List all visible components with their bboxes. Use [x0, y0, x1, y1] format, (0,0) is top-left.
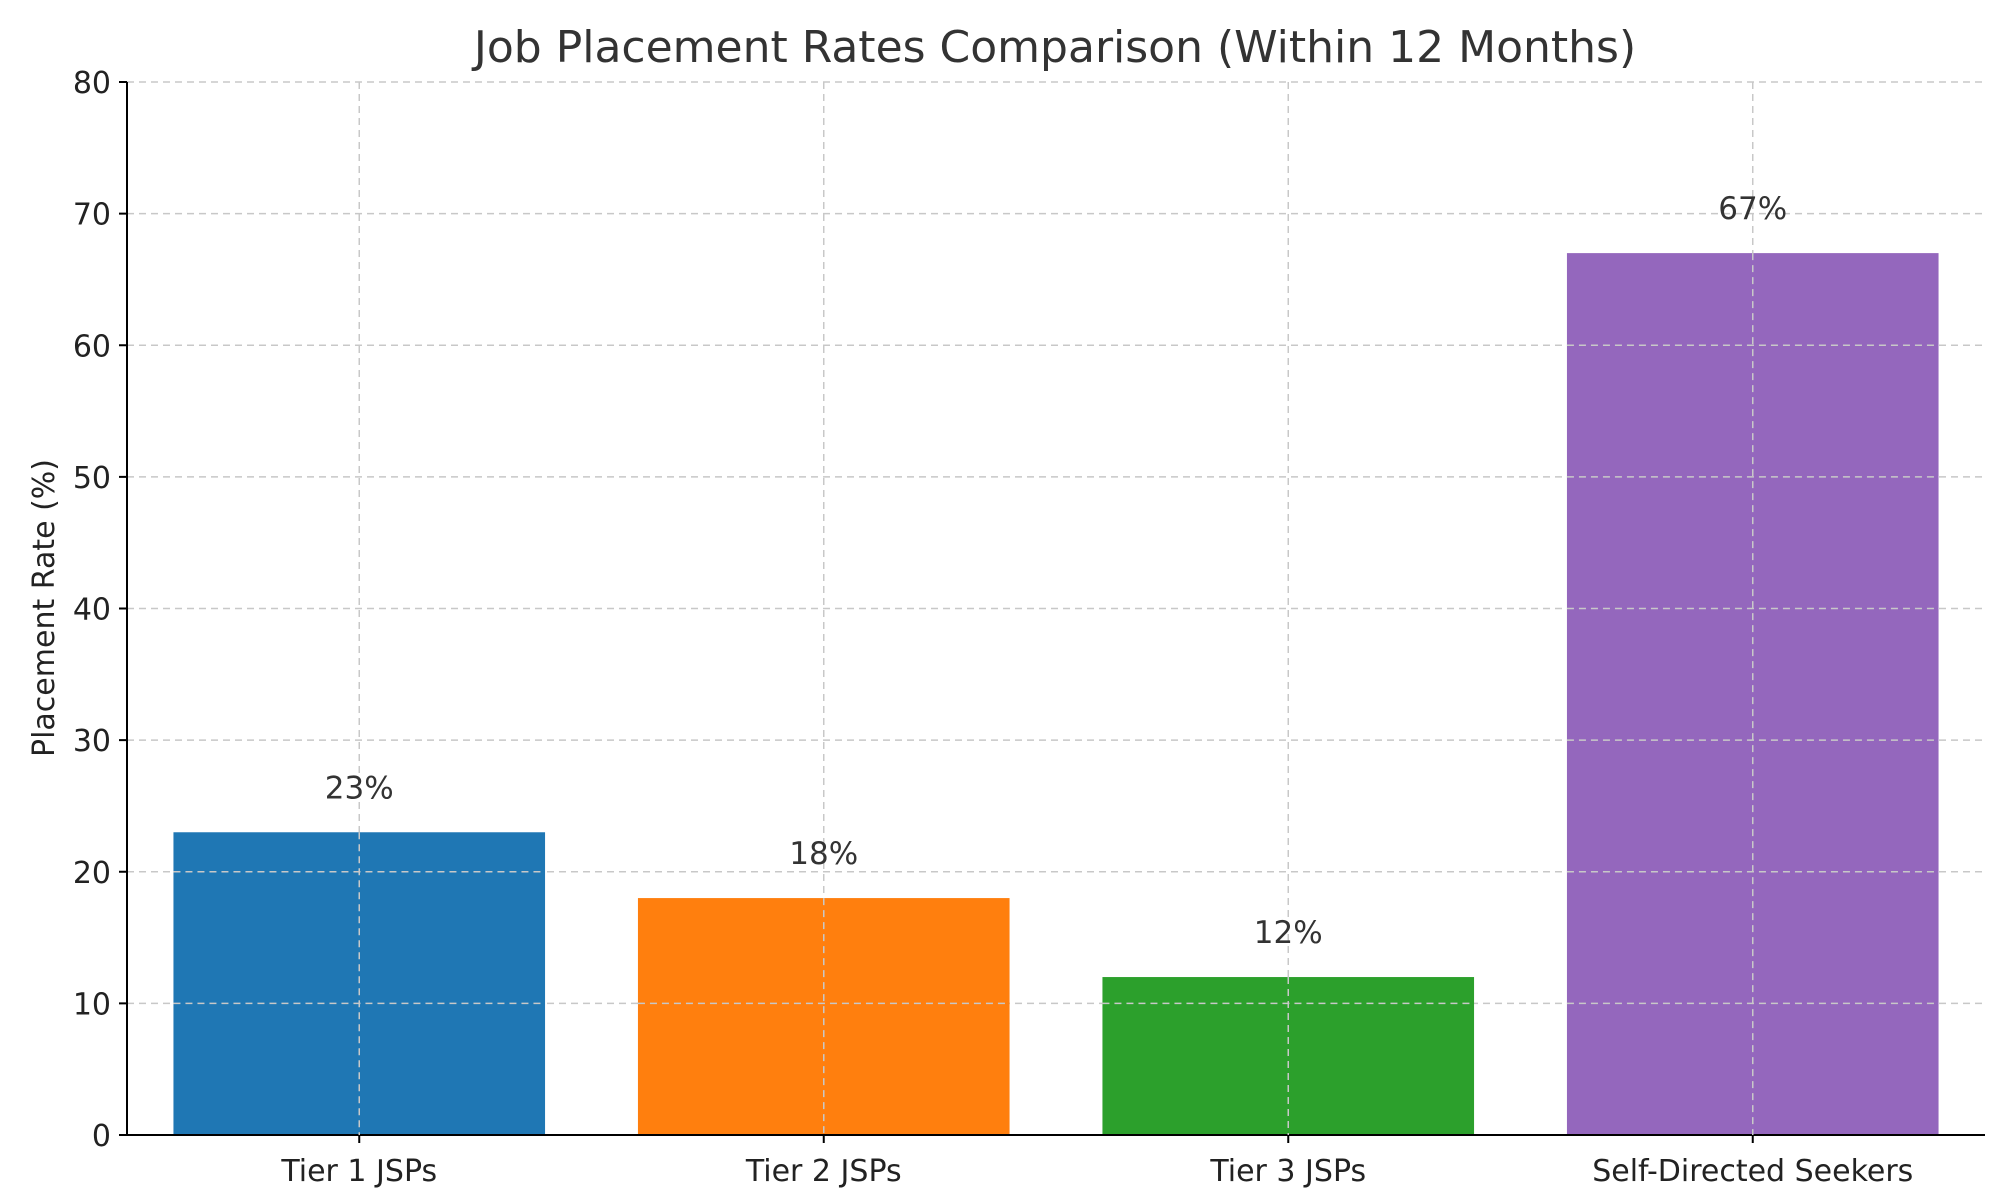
y-tick-label: 50: [73, 461, 111, 496]
x-tick-label: Tier 2 JSPs: [745, 1154, 902, 1189]
y-tick-label: 60: [73, 329, 111, 364]
y-axis-label: Placement Rate (%): [27, 459, 62, 757]
y-tick-label: 80: [73, 66, 111, 101]
y-tick-label: 20: [73, 856, 111, 891]
axes: 0 10 20 30 40 50 60 70 80 Tier 1 JSPs Tier 2 JSPs T…: [73, 66, 1985, 1189]
x-tick-label: Self-Directed Seekers: [1592, 1154, 1913, 1189]
x-tick-label: Tier 1 JSPs: [280, 1154, 437, 1189]
data-labels: 23% 18% 12% 67%: [173, 191, 1939, 1135]
y-tick-label: 0: [92, 1119, 111, 1154]
bar-value-label: 23%: [325, 770, 394, 806]
y-tick-label: 30: [73, 724, 111, 759]
chart-title: Job Placement Rates Comparison (Within 1…: [471, 22, 1636, 73]
y-tick-label: 70: [73, 198, 111, 233]
bar-value-label: 12%: [1254, 915, 1323, 951]
y-tick-label: 40: [73, 593, 111, 628]
y-tick-label: 10: [73, 987, 111, 1022]
x-tick-label: Tier 3 JSPs: [1209, 1154, 1366, 1189]
bar-value-label: 67%: [1718, 191, 1787, 227]
bar-value-label: 18%: [789, 836, 858, 872]
bar-2: [637, 898, 1010, 1135]
